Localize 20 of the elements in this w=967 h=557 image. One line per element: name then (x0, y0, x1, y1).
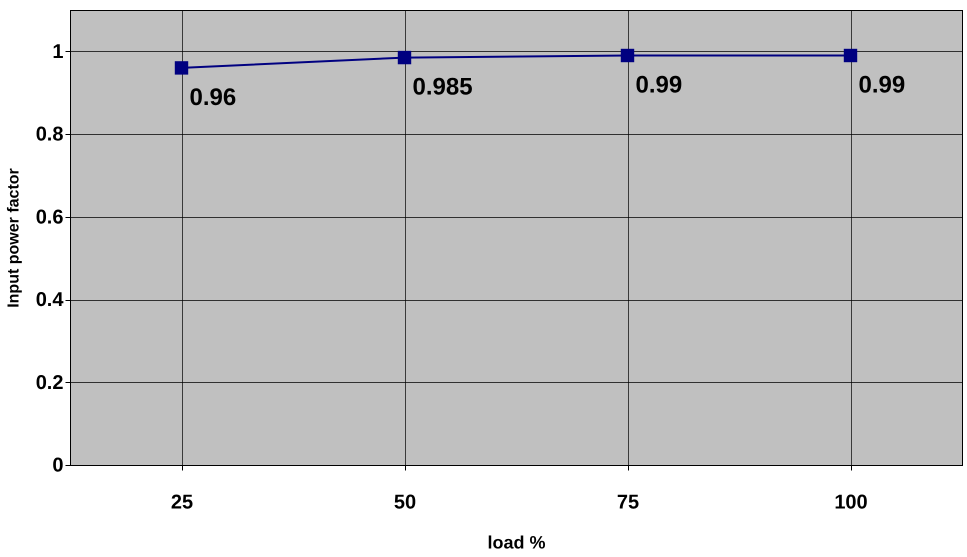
y-tick-label: 0.6 (36, 206, 64, 228)
x-tick-label: 75 (616, 492, 640, 514)
y-tick-label: 0.2 (36, 372, 64, 394)
data-label: 0.985 (412, 74, 473, 101)
point (620, 48, 634, 62)
point (844, 48, 858, 62)
data-label: 0.99 (636, 72, 682, 98)
point (398, 50, 412, 64)
x-tick-label: 50 (394, 492, 416, 514)
y-axis-title: Input power factor (6, 168, 23, 308)
data-label: 0.96 (190, 84, 236, 111)
data-label: 0.99 (858, 72, 906, 98)
x-tick-label: 100 (834, 492, 868, 514)
y-tick-label: 1 (52, 40, 64, 63)
y-tick-label: 0.8 (36, 124, 64, 146)
y-tick-label: 0.4 (36, 289, 64, 312)
x-tick-label: 25 (170, 492, 194, 514)
x-axis-title: load % (487, 532, 546, 552)
point (174, 61, 188, 75)
y-tick-label: 0 (52, 454, 64, 476)
